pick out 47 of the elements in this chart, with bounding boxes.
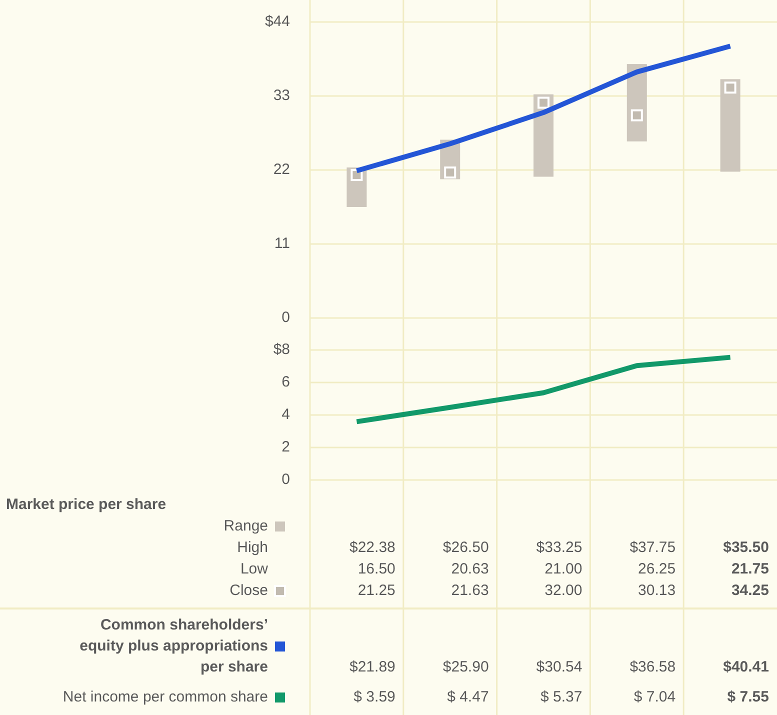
y-tick-label: 4 — [282, 406, 290, 423]
text: 16.50 — [358, 560, 396, 578]
point — [630, 109, 643, 122]
text: Low — [240, 560, 268, 578]
legend-label: Common shareholders’ equity plus appropriations per share — [80, 616, 268, 676]
text: $35.50 — [723, 538, 769, 556]
point — [724, 82, 736, 94]
text: 26.25 — [638, 560, 676, 578]
text: $33.25 — [536, 538, 582, 556]
data-label: $40.41 — [723, 658, 769, 676]
y-tick-label: 0 — [282, 308, 290, 326]
y-tick-label: 22 — [273, 160, 290, 178]
point — [444, 166, 456, 178]
data-label: $ 4.47 — [447, 688, 489, 706]
text: 21.00 — [544, 560, 582, 578]
legend-label: Range — [224, 517, 268, 534]
data-label: $ 3.59 — [354, 688, 396, 706]
text: $22.38 — [350, 538, 396, 556]
data-label: 21.25 — [358, 582, 396, 599]
y-tick-label: $8 — [273, 340, 290, 358]
legend-title: Market price per share — [6, 496, 166, 513]
data-label: $21.89 — [350, 658, 396, 676]
data-label: $30.54 — [536, 658, 582, 676]
data-label: $ 5.37 — [540, 688, 582, 706]
data-label: 30.13 — [638, 582, 676, 599]
data-label: 32.00 — [544, 582, 582, 599]
data-label: $25.90 — [442, 658, 489, 676]
legend-label: Close — [230, 582, 268, 599]
y-tick-label: $44 — [264, 12, 290, 30]
text: $26.50 — [442, 538, 489, 556]
y-tick-label: 11 — [274, 234, 290, 252]
legend-label: Net income per common share — [62, 688, 268, 706]
data-label: $ 7.04 — [634, 688, 676, 706]
text: $37.75 — [630, 538, 676, 556]
text: 21.75 — [731, 560, 769, 578]
bar — [720, 79, 740, 172]
data-label: $36.58 — [630, 658, 676, 676]
point — [538, 96, 550, 109]
y-tick-label: 2 — [282, 438, 290, 456]
data-label: 21.63 — [451, 582, 489, 599]
text: 20.63 — [451, 560, 489, 578]
data-label: $ 7.55 — [727, 688, 769, 706]
y-tick-label: 0 — [282, 470, 290, 488]
y-tick-label: 33 — [273, 86, 290, 104]
data-label: 34.25 — [731, 582, 769, 599]
y-tick-label: 6 — [282, 373, 290, 390]
text: High — [237, 538, 268, 556]
